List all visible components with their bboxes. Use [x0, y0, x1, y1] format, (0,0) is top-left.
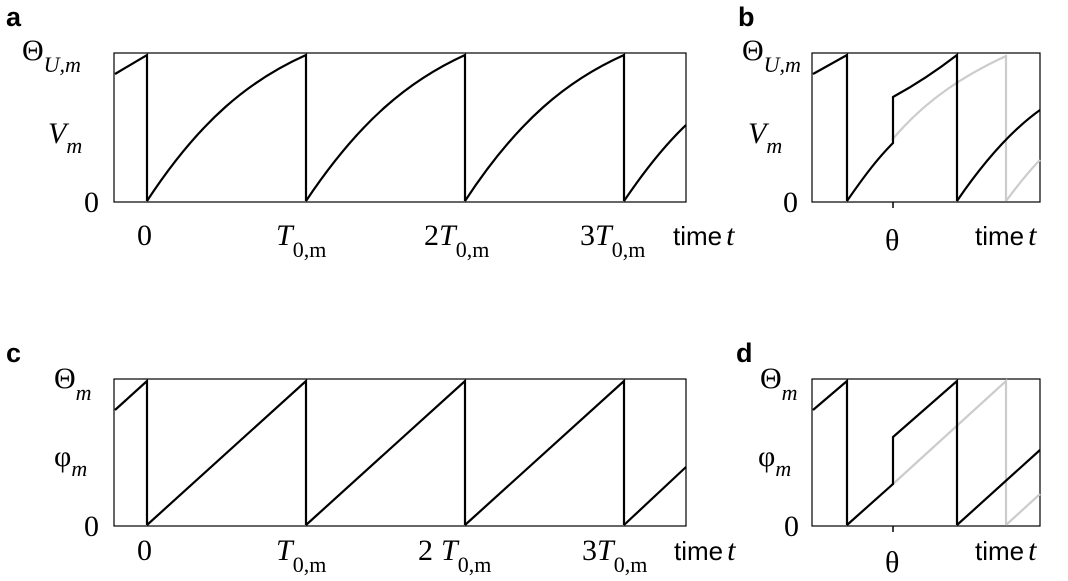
panel-letter-d: d [736, 338, 753, 368]
panel-c-xtick-0: 0 [137, 534, 152, 567]
panel-d-frame [811, 378, 1041, 527]
panel-a-curve-2 [305, 53, 467, 202]
panel-d-curve-2 [956, 449, 1041, 526]
panel-a-yzero-label: 0 [84, 186, 99, 219]
panel-c-ymid-label: φm [54, 440, 87, 481]
panel-d-yzero-label: 0 [784, 510, 799, 543]
panel-d-curve-1 [846, 378, 959, 526]
panel-a-xtick-1: T0,m [276, 219, 326, 262]
panel-d-ymid-label: φm [758, 440, 791, 481]
panel-a-curve-0 [114, 53, 149, 201]
panel-d-ytop-label: Θm [760, 362, 798, 405]
panel-letter-b: b [738, 2, 755, 32]
panel-d-series [812, 378, 1041, 532]
panel-a-xtick-2: 2T0,m [424, 219, 489, 262]
panel-c-xtick-2: 2 T0,m [418, 534, 491, 577]
panel-b-ghost-curve-1 [1005, 159, 1041, 202]
panel-b-theta-label: θ [885, 224, 899, 257]
panel-b-curve-1 [846, 52, 959, 202]
panel-a-curve-4 [623, 124, 687, 202]
panel-b-ghost-curve-0 [891, 54, 1008, 201]
panel-a-ytop-label: ΘU,m [22, 34, 81, 77]
panel-letter-c: c [6, 338, 21, 368]
panel-a-curve-1 [146, 53, 308, 202]
panel-a-xtick-0: 0 [137, 219, 152, 252]
panel-c-curve-1 [146, 378, 308, 526]
panel-c-frame [113, 378, 687, 527]
panel-c-series [114, 378, 687, 526]
panel-letter-a: a [6, 2, 22, 32]
panel-d-ghost-curve-1 [1005, 493, 1041, 526]
panel-b-frame [811, 52, 1041, 203]
panel-c-xtick-1: T0,m [276, 534, 326, 577]
panel-a-xlabel: time t [673, 219, 735, 252]
panel-d-ghost-curve-0 [892, 378, 1008, 525]
panel-b-series [812, 52, 1041, 208]
panel-b-xlabel: time t [975, 219, 1037, 252]
panel-b-curve-2 [956, 109, 1041, 202]
panel-a-xtick-3: 3T0,m [580, 219, 645, 262]
panel-c-curve-0 [114, 378, 149, 525]
panel-b-ymid-label: Vm [748, 117, 782, 158]
panel-a-frame [113, 52, 687, 203]
panel-a-series [114, 53, 687, 202]
panel-d-curve-0 [812, 378, 849, 525]
panel-d-theta-label: θ [885, 546, 899, 579]
panel-c-xtick-3: 3T0,m [582, 534, 647, 577]
panel-a-ymid-label: Vm [48, 117, 82, 158]
panel-c-ytop-label: Θm [54, 362, 92, 405]
panel-b-yzero-label: 0 [783, 186, 798, 219]
panel-a-curve-3 [464, 53, 626, 202]
panel-b-curve-0 [812, 53, 849, 201]
panel-c-curve-2 [305, 378, 467, 526]
panel-c-curve-4 [623, 466, 687, 526]
panel-c-curve-3 [464, 378, 626, 526]
panel-c-yzero-label: 0 [84, 510, 99, 543]
panel-b-ytop-label: ΘU,m [742, 34, 801, 77]
panel-c-xlabel: time t [674, 534, 736, 567]
panel-d-xlabel: time t [975, 534, 1037, 567]
